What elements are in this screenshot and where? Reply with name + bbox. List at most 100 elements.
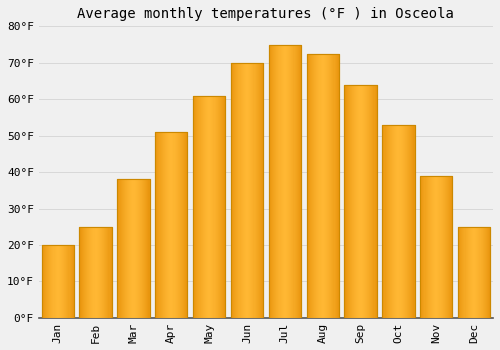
Bar <box>262 63 263 318</box>
Bar <box>382 125 414 318</box>
Bar <box>98 227 99 318</box>
Bar <box>398 125 400 318</box>
Bar <box>394 125 395 318</box>
Bar <box>486 227 487 318</box>
Bar <box>392 125 393 318</box>
Bar <box>446 176 447 318</box>
Bar <box>61 245 62 318</box>
Bar <box>144 180 145 318</box>
Bar <box>132 180 134 318</box>
Bar <box>249 63 250 318</box>
Bar <box>202 96 204 318</box>
Bar <box>458 227 459 318</box>
Bar <box>280 44 281 318</box>
Bar <box>193 96 225 318</box>
Bar <box>88 227 89 318</box>
Bar <box>106 227 108 318</box>
Bar <box>142 180 143 318</box>
Bar <box>216 96 218 318</box>
Bar <box>155 132 156 318</box>
Bar <box>366 85 367 318</box>
Bar <box>424 176 426 318</box>
Bar <box>220 96 221 318</box>
Bar <box>246 63 247 318</box>
Bar <box>326 54 327 318</box>
Bar <box>448 176 449 318</box>
Bar <box>292 44 294 318</box>
Bar <box>184 132 185 318</box>
Bar <box>285 44 286 318</box>
Bar <box>478 227 480 318</box>
Bar <box>155 132 188 318</box>
Bar <box>432 176 433 318</box>
Bar <box>374 85 376 318</box>
Bar <box>256 63 258 318</box>
Bar <box>54 245 56 318</box>
Bar <box>42 245 74 318</box>
Bar <box>370 85 372 318</box>
Bar <box>426 176 428 318</box>
Bar <box>138 180 139 318</box>
Bar <box>338 54 339 318</box>
Bar <box>193 96 225 318</box>
Bar <box>62 245 63 318</box>
Bar <box>99 227 100 318</box>
Bar <box>70 245 72 318</box>
Bar <box>384 125 386 318</box>
Bar <box>462 227 464 318</box>
Bar <box>164 132 165 318</box>
Bar <box>236 63 238 318</box>
Bar <box>86 227 87 318</box>
Bar <box>127 180 128 318</box>
Bar <box>287 44 288 318</box>
Bar <box>473 227 474 318</box>
Bar <box>314 54 315 318</box>
Bar <box>404 125 405 318</box>
Bar <box>485 227 486 318</box>
Bar <box>420 176 452 318</box>
Bar <box>382 125 384 318</box>
Bar <box>124 180 125 318</box>
Bar <box>233 63 234 318</box>
Bar <box>214 96 216 318</box>
Bar <box>130 180 132 318</box>
Bar <box>388 125 389 318</box>
Bar <box>298 44 299 318</box>
Bar <box>386 125 388 318</box>
Bar <box>210 96 212 318</box>
Bar <box>469 227 470 318</box>
Bar <box>247 63 248 318</box>
Bar <box>222 96 223 318</box>
Bar <box>102 227 103 318</box>
Bar <box>272 44 273 318</box>
Bar <box>212 96 214 318</box>
Bar <box>400 125 402 318</box>
Bar <box>110 227 112 318</box>
Bar <box>344 85 376 318</box>
Bar <box>90 227 92 318</box>
Bar <box>158 132 160 318</box>
Bar <box>134 180 136 318</box>
Bar <box>449 176 450 318</box>
Bar <box>260 63 261 318</box>
Bar <box>332 54 334 318</box>
Bar <box>245 63 246 318</box>
Bar <box>103 227 104 318</box>
Bar <box>299 44 300 318</box>
Bar <box>434 176 435 318</box>
Bar <box>205 96 206 318</box>
Bar <box>128 180 129 318</box>
Bar <box>261 63 262 318</box>
Bar <box>358 85 360 318</box>
Bar <box>472 227 473 318</box>
Bar <box>80 227 112 318</box>
Bar <box>120 180 122 318</box>
Bar <box>309 54 310 318</box>
Bar <box>235 63 236 318</box>
Bar <box>420 176 422 318</box>
Bar <box>433 176 434 318</box>
Bar <box>209 96 210 318</box>
Bar <box>234 63 235 318</box>
Bar <box>431 176 432 318</box>
Bar <box>410 125 412 318</box>
